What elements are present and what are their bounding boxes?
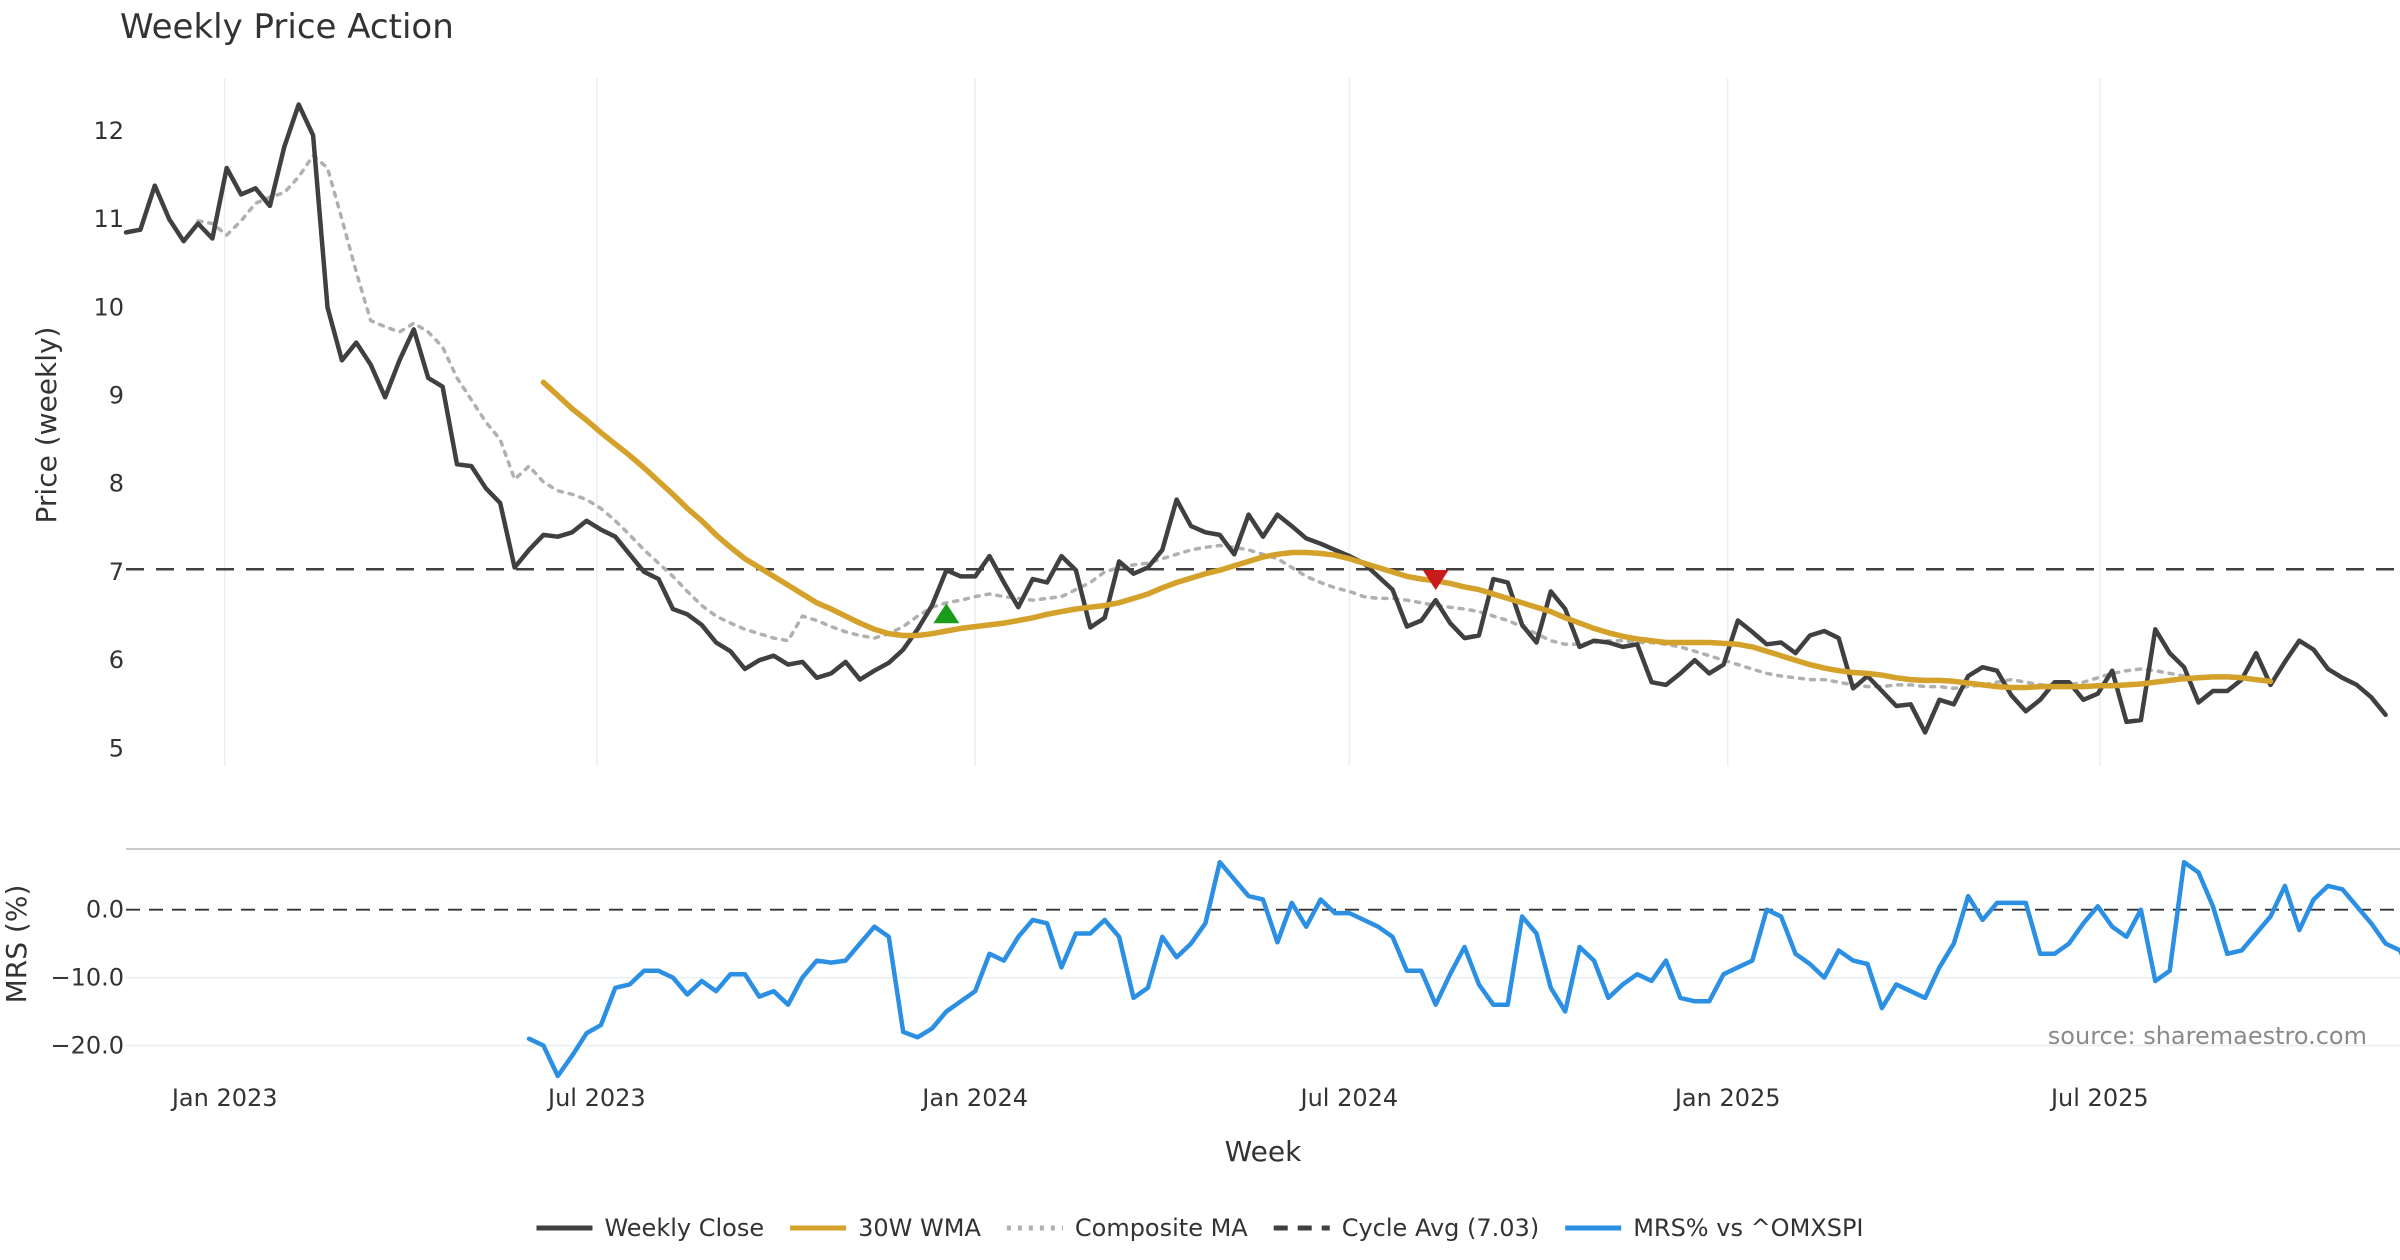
x-tick-jan-2024: Jan 2024	[920, 1084, 1028, 1112]
price-y-tick-5: 5	[109, 734, 124, 762]
x-tick-jul-2025: Jul 2025	[2049, 1084, 2149, 1112]
legend-label-mrs-vs-omxspi: MRS% vs ^OMXSPI	[1633, 1214, 1863, 1242]
legend-label-30w-wma: 30W WMA	[858, 1214, 981, 1242]
legend: Weekly Close 30W WMA Composite MA Cycle Avg…	[536, 1214, 1864, 1242]
sell-signal-marker	[1422, 570, 1449, 591]
series-30w-wma	[540, 379, 2274, 691]
reference-lines	[126, 568, 2400, 911]
legend-label-composite-ma: Composite MA	[1075, 1214, 1248, 1242]
series-lines	[123, 102, 2400, 1079]
x-tick-jul-2023: Jul 2023	[546, 1084, 646, 1112]
price-y-tick-8: 8	[109, 470, 124, 498]
mrs-y-tick-0-0: 0.0	[86, 896, 124, 924]
signal-markers	[933, 570, 1449, 624]
x-axis-label: Week	[1225, 1135, 1302, 1168]
mrs-y-tick-10-0: −10.0	[50, 964, 124, 992]
mrs-axis-label: MRS (%)	[0, 885, 33, 1004]
series-mrs-vs-omxspi	[526, 859, 2400, 1079]
price-y-tick-9: 9	[109, 382, 124, 410]
chart-title: Weekly Price Action	[120, 7, 454, 47]
tick-labels: Jan 2023 Jul 2023 Jan 2024 Jul 2024 Jan 2025…	[50, 117, 2148, 1112]
x-tick-jan-2023: Jan 2023	[170, 1084, 278, 1112]
price-y-tick-12: 12	[93, 117, 124, 145]
price-y-tick-6: 6	[109, 646, 124, 674]
legend-label-weekly-close: Weekly Close	[604, 1214, 764, 1242]
x-tick-jul-2024: Jul 2024	[1299, 1084, 1399, 1112]
series-weekly-close	[123, 102, 2388, 735]
mrs-y-tick-20-0: −20.0	[50, 1031, 124, 1059]
price-axis-label: Price (weekly)	[30, 327, 63, 524]
series-composite-ma	[196, 153, 2186, 691]
x-tick-jan-2025: Jan 2025	[1673, 1084, 1781, 1112]
legend-label-cycle-avg-7-03: Cycle Avg (7.03)	[1342, 1214, 1539, 1242]
price-y-tick-10: 10	[93, 293, 124, 321]
buy-signal-marker	[933, 603, 960, 624]
price-y-tick-7: 7	[109, 558, 124, 586]
grid-lines	[126, 78, 2400, 1047]
price-y-tick-11: 11	[93, 205, 124, 233]
